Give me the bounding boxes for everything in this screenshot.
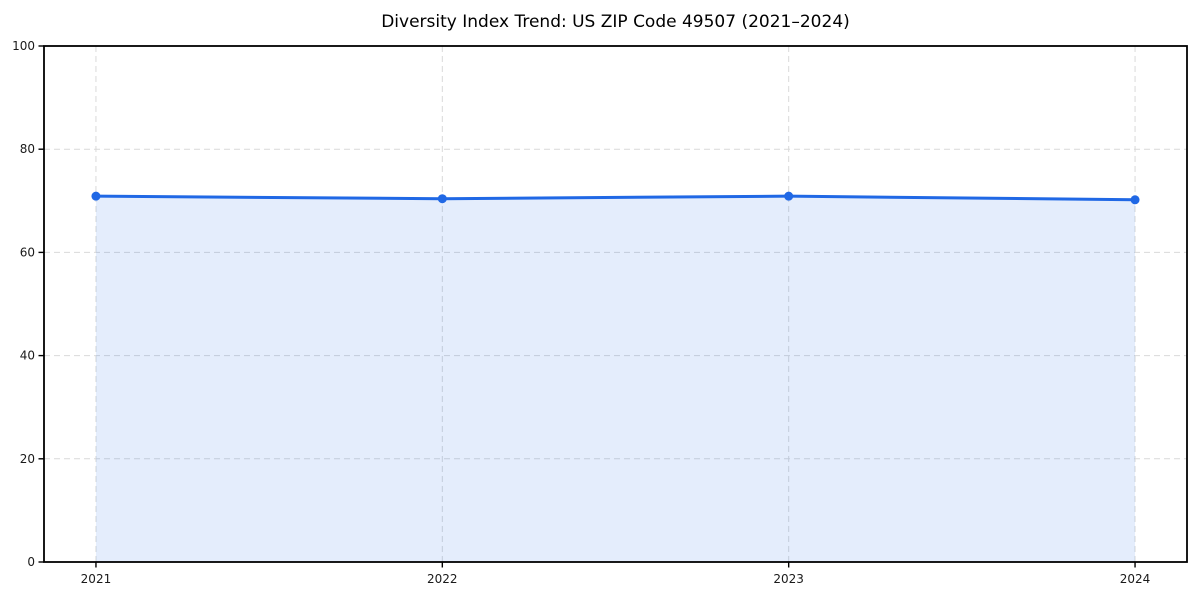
y-axis-tick-label: 100 <box>12 39 35 53</box>
data-point-marker <box>91 191 101 201</box>
trend-line <box>94 194 1137 202</box>
data-point-marker <box>1130 195 1140 205</box>
x-axis-tick-label: 2023 <box>773 572 804 586</box>
y-axis-tick-label: 20 <box>20 452 35 466</box>
y-axis-tick-label: 0 <box>27 555 35 569</box>
y-axis-tick-label: 80 <box>20 142 35 156</box>
area-fill <box>95 196 1136 562</box>
axes-frame <box>43 45 1188 563</box>
x-axis-tick-label: 2021 <box>81 572 112 586</box>
y-axis-tick-label: 60 <box>20 245 35 259</box>
data-point-marker <box>784 191 794 201</box>
y-axis-tick-label: 40 <box>20 349 35 363</box>
data-point-marker <box>437 194 447 204</box>
x-axis-tick-label: 2022 <box>427 572 458 586</box>
chart-title: Diversity Index Trend: US ZIP Code 49507… <box>381 12 850 32</box>
x-axis-tick-label: 2024 <box>1120 572 1151 586</box>
